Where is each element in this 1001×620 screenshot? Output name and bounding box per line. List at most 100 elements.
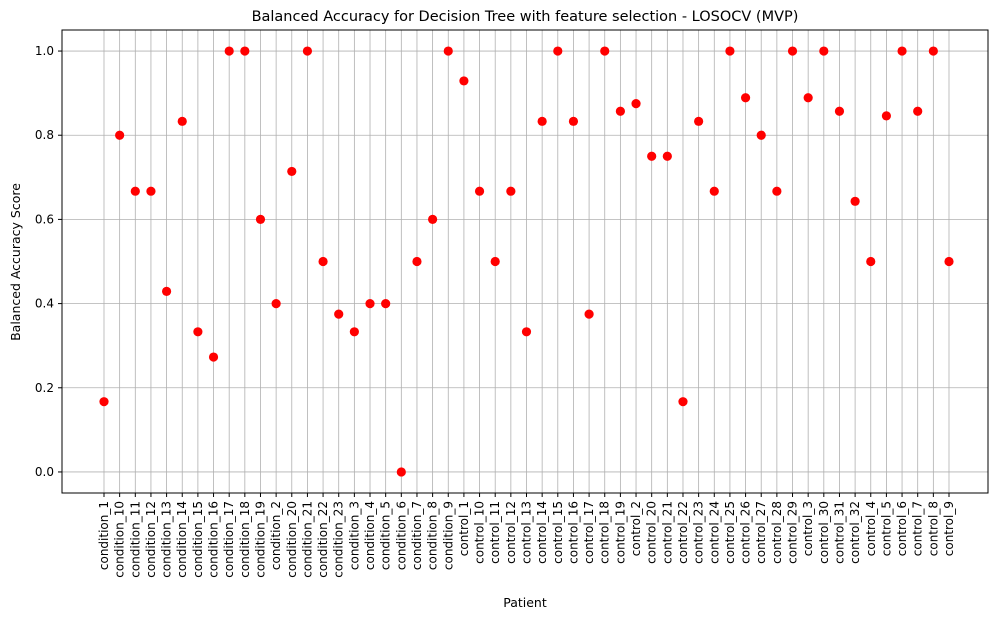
x-tick-label: control_27 <box>754 501 768 564</box>
data-point <box>318 256 328 267</box>
data-point <box>694 116 704 126</box>
x-tick-label: control_24 <box>707 501 721 564</box>
y-tick-label: 0.2 <box>35 381 54 395</box>
data-point <box>725 46 735 56</box>
x-tick-label: control_7 <box>911 501 925 556</box>
x-tick-label: control_17 <box>582 501 596 564</box>
data-point <box>678 397 688 407</box>
x-tick-label: control_5 <box>879 501 893 556</box>
x-tick-label: control_13 <box>520 501 534 564</box>
x-tick-label: condition_2 <box>269 501 283 570</box>
data-point <box>428 214 438 225</box>
y-tick-label: 0.8 <box>35 128 54 142</box>
data-point <box>459 76 469 86</box>
data-point <box>381 298 391 309</box>
x-tick-label: control_26 <box>739 501 753 564</box>
x-tick-label: condition_16 <box>207 501 221 578</box>
data-point <box>740 93 751 103</box>
x-tick-label: control_10 <box>473 501 487 564</box>
x-tick-label: control_14 <box>535 501 549 564</box>
data-point <box>396 467 406 477</box>
data-point <box>537 116 547 126</box>
data-point <box>834 106 845 116</box>
x-tick-label: control_2 <box>629 501 643 556</box>
data-point <box>443 46 453 56</box>
data-point <box>193 327 203 337</box>
x-tick-label: control_22 <box>676 501 690 564</box>
x-tick-label: condition_22 <box>316 501 330 578</box>
x-tick-label: condition_9 <box>441 501 455 570</box>
plot-frame <box>61 29 989 494</box>
x-tick-label: control_4 <box>864 501 878 556</box>
y-tick-label: 0.6 <box>35 212 54 226</box>
x-tick-label: condition_11 <box>128 501 142 578</box>
x-tick-label: control_8 <box>926 501 940 556</box>
x-tick-label: control_11 <box>488 501 502 564</box>
data-point <box>881 111 892 121</box>
data-point <box>913 106 923 116</box>
x-tick-label: condition_5 <box>379 501 393 570</box>
data-point <box>615 106 625 116</box>
data-point <box>897 46 907 56</box>
data-point <box>255 214 266 225</box>
data-point <box>944 256 954 267</box>
data-point <box>99 397 109 407</box>
data-point <box>819 46 829 56</box>
x-axis-title: Patient <box>503 595 547 610</box>
x-tick-label: condition_7 <box>410 501 424 570</box>
data-point <box>772 186 782 196</box>
x-tick-label: condition_20 <box>285 501 299 578</box>
data-point <box>208 352 219 362</box>
data-point <box>412 256 422 267</box>
data-point <box>349 327 359 337</box>
x-tick-label: control_19 <box>613 501 627 564</box>
data-point <box>568 116 579 126</box>
x-tick-label: control_18 <box>598 501 612 564</box>
y-axis-ticks: 0.0 0.2 0.4 0.6 0.8 1.0 <box>35 44 62 479</box>
data-point <box>506 186 516 196</box>
data-point <box>302 46 313 56</box>
data-point <box>271 298 281 309</box>
x-tick-label: control_23 <box>692 501 706 564</box>
data-point <box>161 286 172 296</box>
data-points <box>99 46 954 477</box>
x-tick-label: control_30 <box>817 501 831 564</box>
x-axis-ticks: condition_1 condition_10 condition_11 condi… <box>97 493 956 578</box>
data-point <box>224 46 234 56</box>
x-tick-label: control_1 <box>457 501 471 556</box>
x-tick-label: control_15 <box>551 501 565 564</box>
x-tick-label: condition_3 <box>347 501 361 570</box>
x-tick-label: control_32 <box>848 501 862 564</box>
data-point <box>584 309 594 319</box>
x-tick-label: condition_8 <box>426 501 440 570</box>
x-tick-label: condition_4 <box>363 501 377 570</box>
x-tick-label: condition_6 <box>394 501 408 570</box>
x-tick-label: condition_1 <box>97 501 111 570</box>
data-point <box>803 93 813 103</box>
data-point <box>928 46 938 56</box>
data-point <box>115 130 125 140</box>
x-tick-label: control_20 <box>645 501 659 564</box>
x-tick-label: control_16 <box>566 501 580 564</box>
data-point <box>756 130 766 140</box>
y-tick-label: 1.0 <box>35 44 54 58</box>
y-tick-label: 0.4 <box>35 297 54 311</box>
x-tick-label: control_12 <box>504 501 518 564</box>
x-tick-label: control_28 <box>770 501 784 564</box>
y-tick-label: 0.0 <box>35 465 54 479</box>
data-point <box>474 186 485 196</box>
x-tick-label: condition_10 <box>113 501 127 578</box>
data-point <box>521 327 532 337</box>
x-tick-label: condition_21 <box>300 501 314 578</box>
data-point <box>490 256 500 267</box>
data-point <box>177 116 187 126</box>
data-point <box>334 309 344 319</box>
x-tick-label: condition_23 <box>332 501 346 578</box>
data-point <box>787 46 798 56</box>
y-axis-title: Balanced Accuracy Score <box>8 183 23 341</box>
data-point <box>553 46 563 56</box>
data-point <box>662 151 672 161</box>
data-point <box>240 46 250 56</box>
grid-lines <box>62 30 988 493</box>
